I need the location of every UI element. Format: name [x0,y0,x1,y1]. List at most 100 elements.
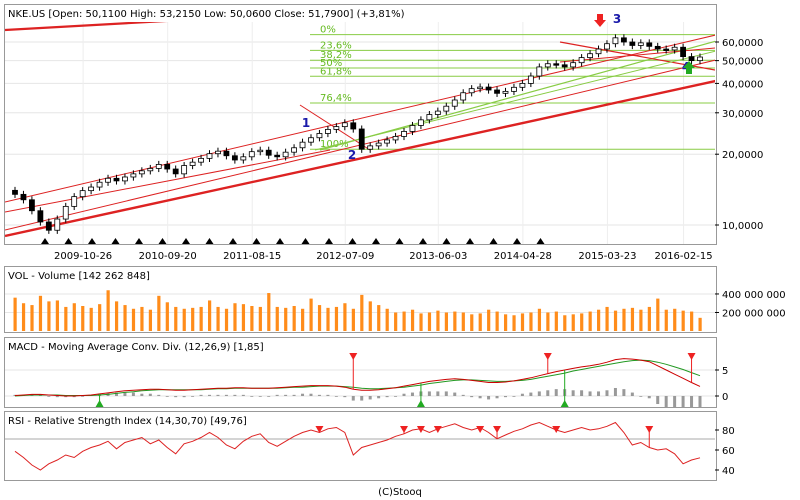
date-tick-label: 2013-06-03 [409,251,467,262]
event-marker-triangle [301,238,310,244]
volume-bar [664,309,668,331]
macd-histogram-bar [258,396,262,397]
date-tick-label: 2012-07-09 [316,251,374,262]
candle-body [460,92,467,101]
candle-body [299,141,306,149]
macd-histogram-bar [224,394,228,396]
rsi-sell-marker [645,426,654,433]
macd-histogram-bar [368,396,372,400]
candle-body [155,164,162,169]
volume-bar [343,303,347,331]
rsi-panel: 80 60 40 RSI - Relative Strength Index (14… [4,411,735,481]
macd-histogram-bar [275,394,279,396]
candle-body [688,56,695,62]
candle-body [418,119,424,126]
volume-bar [563,315,567,331]
candle-body [646,42,653,47]
macd-tick-label: 5 [722,366,728,377]
macd-histogram-bar [444,391,448,396]
volume-bar [368,301,372,331]
volume-bar [38,295,43,331]
macd-histogram-bar [546,390,550,396]
volume-bar [444,312,448,331]
candle-body [620,37,627,43]
rsi-sell-marker [493,426,502,433]
wave-label: 2 [348,148,356,162]
macd-histogram-bar [503,396,507,398]
volume-bar [21,303,26,331]
volume-bar [140,306,144,331]
candle-body [409,125,416,132]
event-marker-triangle [466,238,474,244]
volume-bar [81,306,85,331]
volume-bar [258,306,262,331]
price-tick-label: 60,0000 [722,38,763,49]
candle-body [595,48,602,55]
volume-bar [216,306,220,331]
volume-bar [360,294,364,331]
candle-body [54,218,61,231]
volume-bar [292,306,296,331]
volume-bar [419,313,423,331]
macd-histogram-bar [453,392,457,396]
candle-body [451,99,458,107]
macd-sell-marker [349,353,358,360]
candle-body [384,139,390,144]
candle-body [341,122,348,128]
volume-bar [630,307,635,331]
macd-histogram-bar [250,396,254,397]
candle-body [181,165,188,175]
macd-histogram-bar [343,396,347,398]
candle-body [29,199,35,212]
candle-body [130,173,137,178]
date-tick-label: 2011-08-15 [223,251,281,262]
price-panel: 0%23,6%38,2%50%61,8%76,4%100% 60,000050,… [4,4,763,262]
rsi-header: RSI - Relative Strength Index (14,30,70)… [8,416,247,427]
volume-bar [157,295,161,331]
volume-bar [681,310,685,331]
candle-body [578,57,585,64]
trend-line [5,22,168,32]
macd-histogram-bar [317,394,321,396]
volume-bar [47,301,51,331]
price-tick-label: 40,0000 [722,79,763,90]
volume-bar [622,308,626,331]
macd-histogram-bar [664,396,668,407]
price-y-axis: 60,0000 50,0000 40,0000 30,0000 20,0000 10,00… [715,38,763,232]
date-tick-label: 2010-09-20 [139,251,197,262]
volume-bar [208,300,212,331]
event-markers-row [41,238,545,244]
event-marker-triangle [325,238,333,244]
volume-bar [436,310,440,331]
macd-histogram-bar [301,393,305,396]
volume-bar [174,306,178,331]
candle-body [164,164,171,170]
macd-histogram-bar [571,390,575,396]
macd-histogram-bar [267,396,271,397]
macd-histogram-bar [292,394,296,396]
macd-histogram-bar [131,392,135,396]
candle-body [282,151,289,158]
volume-bar [55,300,59,331]
volume-bar [317,305,322,331]
candle-body [587,53,593,59]
candle-body [257,149,264,153]
volume-bar [148,309,153,331]
macd-header: MACD - Moving Average Conv. Div. (12,26,… [8,342,264,353]
candle-body [637,42,644,46]
candle-body [519,83,526,88]
rsi-panel-frame [4,411,717,481]
fibonacci-label: 38,2% [320,50,352,61]
macd-histogram-bar [520,393,524,396]
macd-panel: 50 MACD - Moving Average Conv. Div. (12,… [4,337,728,408]
volume-bar [698,317,702,331]
event-marker-triangle [41,238,49,244]
macd-histogram-bar [402,393,406,396]
rsi-sell-marker [552,426,561,433]
volume-bar [250,306,254,331]
macd-histogram-bar [487,396,491,400]
wave-label: 3 [613,12,621,26]
volume-bar [402,311,406,331]
wave-labels: 1234 [302,12,695,162]
volume-bar [529,312,533,331]
